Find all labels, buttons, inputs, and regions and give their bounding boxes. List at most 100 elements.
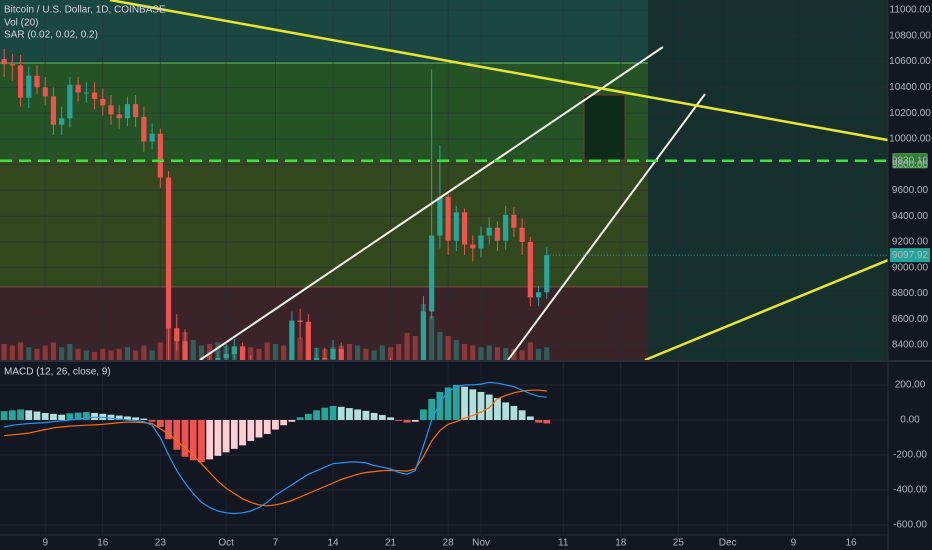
macd-histogram-bar — [140, 418, 148, 420]
volume-bar — [207, 344, 213, 360]
x-tick-label: 11 — [558, 538, 569, 549]
candle-body — [486, 227, 492, 236]
y-tick-label: 8800.00 — [892, 288, 929, 299]
volume-bar — [149, 350, 155, 360]
candle-body — [67, 84, 73, 119]
x-tick-label: 16 — [97, 538, 109, 549]
macd-histogram-bar — [214, 419, 222, 456]
y-tick-label: 8600.00 — [892, 314, 929, 325]
price-label-box — [892, 153, 928, 169]
candle-body — [478, 235, 484, 249]
trend-line — [507, 93, 706, 360]
macd-histogram-bar — [337, 406, 345, 420]
volume-bar — [108, 350, 114, 360]
y-tick-label: 200.00 — [895, 380, 926, 391]
volume-bar — [100, 348, 106, 360]
zone-olive — [0, 160, 648, 287]
volume-bar — [50, 342, 57, 360]
candle-body — [26, 75, 32, 98]
macd-histogram-bar — [132, 417, 140, 420]
volume-bar — [478, 347, 484, 360]
volume-bar — [198, 345, 205, 360]
candle-body — [50, 96, 57, 125]
price-label: 9830.10 — [892, 155, 929, 166]
macd-histogram-bar — [58, 414, 66, 420]
candle-body — [429, 235, 435, 312]
y-tick-label: -200.00 — [893, 450, 927, 461]
volume-bar — [519, 350, 525, 360]
volume-bar — [355, 345, 361, 360]
candle-body — [437, 196, 443, 236]
macd-histogram-bar — [395, 419, 403, 421]
macd-histogram-bar — [272, 419, 279, 430]
zone-red — [0, 287, 648, 360]
volume-bar — [470, 345, 476, 360]
macd-histogram-bar — [165, 419, 172, 440]
macd-histogram-bar — [198, 419, 205, 462]
candle-body — [174, 328, 180, 342]
candle-body — [511, 214, 517, 228]
macd-histogram-bar — [296, 417, 304, 420]
macd-histogram-bar — [387, 417, 394, 420]
candle-body — [141, 116, 147, 142]
volume-bar — [297, 337, 303, 360]
volume-bar — [527, 342, 533, 360]
signal-line — [4, 389, 547, 507]
macd-histogram-bar — [452, 384, 460, 420]
volume-bar — [59, 347, 65, 360]
volume-bar — [248, 347, 254, 360]
volume-bar — [1, 344, 7, 360]
macd-histogram-bar — [477, 391, 485, 420]
macd-histogram-bar — [66, 413, 74, 420]
macd-histogram-bar — [304, 413, 312, 420]
y-tick-label: -400.00 — [893, 485, 927, 496]
macd-histogram-bar — [8, 410, 16, 420]
macd-histogram-bar — [436, 391, 444, 420]
volume-bar — [272, 344, 279, 360]
y-tick-label: 10000.00 — [889, 134, 931, 145]
macd-histogram-bar — [313, 410, 320, 420]
axes: 11000.00 10800.00 10600.00 10400.00 10200.00… — [42, 5, 931, 549]
zone-future — [648, 0, 888, 360]
volume-bar — [486, 345, 492, 360]
candle-body — [165, 177, 172, 329]
candle-body — [305, 321, 311, 360]
x-tick-label: 9 — [42, 538, 48, 549]
macd-histogram-bar — [428, 398, 436, 420]
candle-body — [42, 87, 48, 97]
chart-title: Bitcoin / U.S. Dollar, 1D, COINBASE — [4, 5, 166, 16]
macd-histogram-bar — [107, 414, 115, 420]
candle-body — [420, 311, 427, 360]
x-tick-label: Oct — [218, 538, 234, 549]
candle-body — [461, 212, 468, 245]
price-label-box — [890, 248, 930, 263]
x-tick-label: Dec — [719, 538, 737, 549]
volume-bar — [34, 348, 40, 360]
zones — [0, 0, 888, 360]
macd-histogram-bar — [25, 410, 33, 420]
macd-histogram-bar — [288, 419, 296, 422]
candles — [1, 48, 550, 360]
volume-bar — [544, 347, 550, 360]
volume-bar — [445, 336, 451, 360]
volume-bar — [429, 316, 435, 360]
macd-histogram-bar — [148, 419, 156, 422]
volume-bar — [9, 345, 15, 360]
candle-body — [83, 92, 89, 94]
volume-bar — [412, 336, 418, 360]
trend-line — [644, 258, 888, 360]
macd-histogram-bar — [239, 419, 246, 446]
candle-body — [494, 227, 501, 241]
volume-bar — [256, 348, 262, 360]
candle-body — [124, 104, 131, 119]
y-tick-label: 11000.00 — [890, 5, 931, 16]
macd-histogram-bar — [230, 419, 238, 449]
candle-body — [445, 196, 451, 241]
volume-bar — [503, 348, 509, 360]
candle-body — [91, 92, 98, 99]
macd-histogram-bar — [50, 413, 57, 420]
y-tick-label: 10600.00 — [889, 56, 931, 67]
volume-bar — [363, 348, 369, 360]
volume-bar — [511, 348, 517, 360]
